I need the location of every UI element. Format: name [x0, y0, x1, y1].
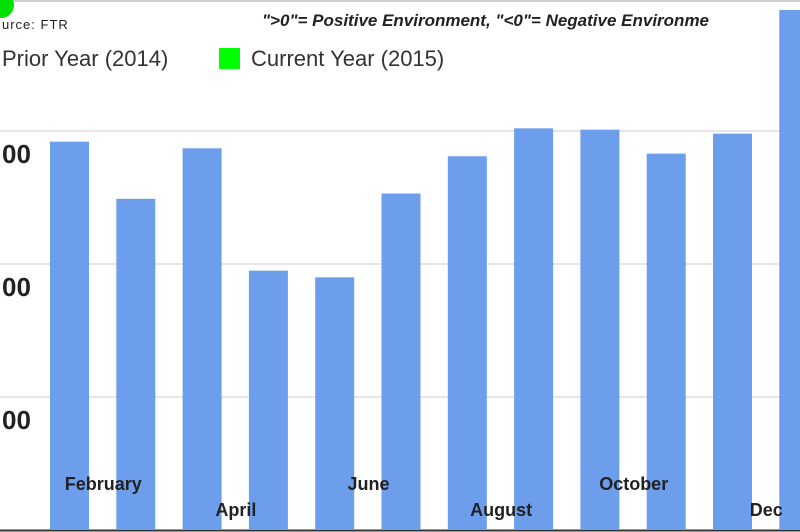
bar-july [447, 156, 487, 530]
y-tick-label: 00 [2, 405, 31, 435]
bar-january [50, 141, 89, 530]
x-tick-label: August [470, 500, 532, 520]
bar-june [381, 193, 421, 530]
x-tick-label: October [599, 474, 668, 494]
top-border [0, 0, 800, 2]
bar-march [182, 148, 222, 531]
green-dot-marker [0, 0, 14, 18]
y-tick-label: 00 [2, 272, 31, 302]
source-label: urce: FTR [2, 17, 69, 32]
bar-may [315, 277, 355, 530]
x-tick-label: February [65, 474, 142, 494]
bar-november [713, 133, 752, 530]
bar-october [646, 153, 686, 531]
bar-april [248, 270, 288, 530]
legend-swatch-current-year [219, 48, 240, 69]
legend-prior-year: Prior Year (2014) [2, 46, 169, 71]
x-tick-label: April [215, 500, 256, 520]
bar-february [116, 198, 156, 530]
legend-current-year: Current Year (2015) [251, 46, 445, 71]
bar-december [779, 9, 800, 531]
environment-note: ">0"= Positive Environment, "<0"= Negati… [262, 11, 710, 30]
x-tick-label: Dec [750, 500, 783, 520]
x-tick-label: June [347, 474, 389, 494]
y-tick-label: 00 [2, 139, 31, 169]
bar-september [580, 129, 620, 531]
bar-august [514, 128, 554, 530]
